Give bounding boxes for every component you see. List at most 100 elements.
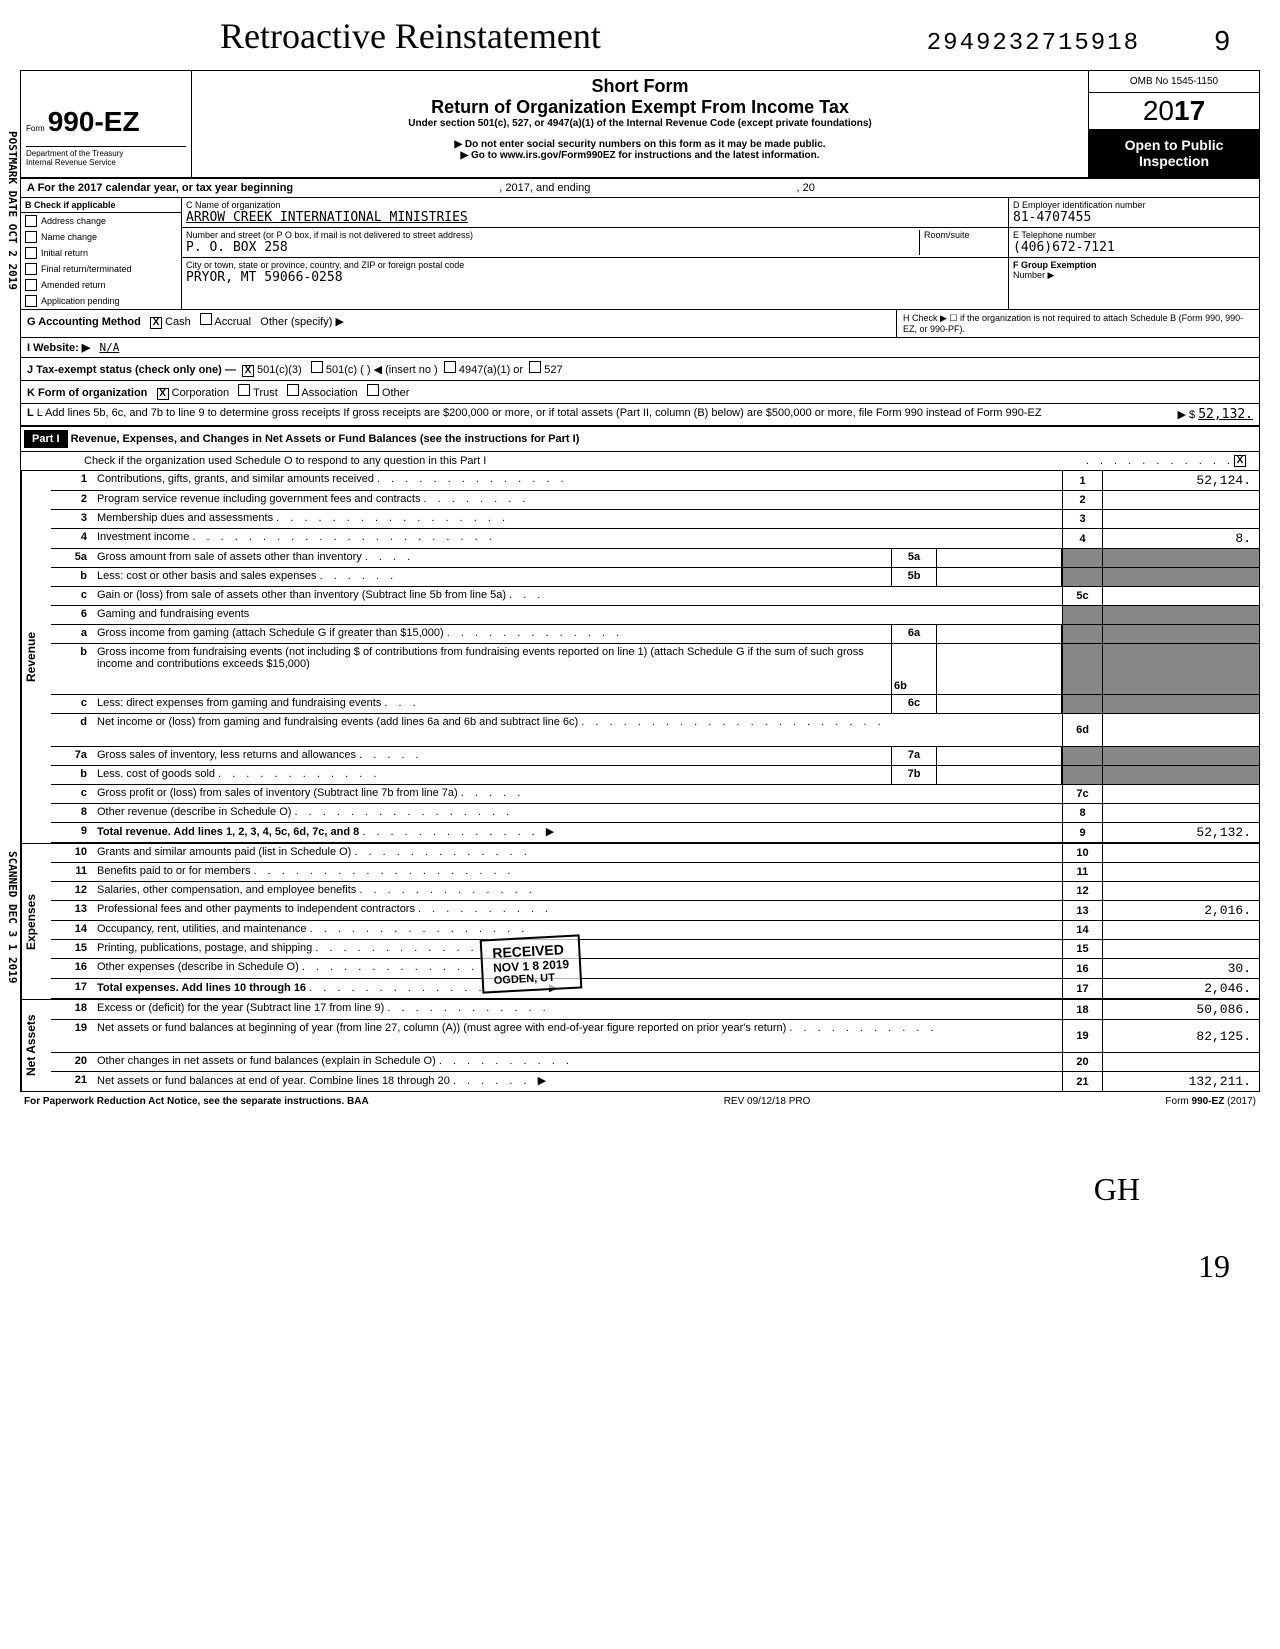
- trust-checkbox[interactable]: [238, 384, 250, 396]
- line6d-val: [1102, 714, 1259, 746]
- line8-desc: Other revenue (describe in Schedule O): [97, 806, 291, 818]
- j-insert: ) ◀ (insert no ): [367, 364, 438, 376]
- line5a-sub: 5a: [891, 549, 937, 567]
- line6d-desc: Net income or (loss) from gaming and fun…: [97, 716, 578, 728]
- line10-val: [1102, 844, 1259, 862]
- corner-digit: 9: [1214, 25, 1230, 57]
- line7a-sub: 7a: [891, 747, 937, 765]
- revenue-side-label: Revenue: [21, 471, 51, 843]
- hw-initials: GH: [1094, 1171, 1140, 1208]
- other-checkbox[interactable]: [367, 384, 379, 396]
- org-name: ARROW CREEK INTERNATIONAL MINISTRIES: [186, 210, 1004, 225]
- schedule-o-checkbox[interactable]: [1234, 455, 1246, 467]
- initial-return-checkbox[interactable]: [25, 247, 37, 259]
- line21-val: 132,211.: [1102, 1072, 1259, 1091]
- line11-val: [1102, 863, 1259, 881]
- dept-treasury: Department of the Treasury: [26, 149, 186, 158]
- amended-return-checkbox[interactable]: [25, 279, 37, 291]
- received-stamp: RECEIVED NOV 1 8 2019 OGDEN, UT: [480, 934, 583, 993]
- line13-val: 2,016.: [1102, 901, 1259, 920]
- ein: 81-4707455: [1013, 210, 1255, 225]
- line11-desc: Benefits paid to or for members: [97, 865, 250, 877]
- netassets-side-label: Net Assets: [21, 1000, 51, 1091]
- line6b-sub: 6b: [891, 644, 937, 694]
- main-title: Return of Organization Exempt From Incom…: [202, 97, 1078, 118]
- address-change-checkbox[interactable]: [25, 215, 37, 227]
- line17-val: 2,046.: [1102, 979, 1259, 998]
- line7c-val: [1102, 785, 1259, 803]
- line20-desc: Other changes in net assets or fund bala…: [97, 1055, 436, 1067]
- cb-address-label: Address change: [41, 216, 106, 226]
- form-page: POSTMARK DATE OCT 2 2019 SCANNED DEC 3 1…: [20, 70, 1260, 1092]
- footer: For Paperwork Reduction Act Notice, see …: [20, 1092, 1260, 1111]
- cb-app-label: Application pending: [41, 296, 120, 306]
- accrual-checkbox[interactable]: [200, 313, 212, 325]
- line6a-sub: 6a: [891, 625, 937, 643]
- open-public-label: Open to Public Inspection: [1089, 129, 1259, 177]
- 4947-checkbox[interactable]: [444, 361, 456, 373]
- instruction-1: ▶ Do not enter social security numbers o…: [202, 139, 1078, 150]
- j-501c3: 501(c)(3): [257, 364, 302, 376]
- scanned-stamp: SCANNED DEC 3 1 2019: [6, 851, 19, 983]
- 501c-checkbox[interactable]: [311, 361, 323, 373]
- line20-val: [1102, 1053, 1259, 1071]
- line3-desc: Membership dues and assessments: [97, 512, 273, 524]
- j-label: J Tax-exempt status (check only one) —: [27, 364, 236, 376]
- short-form-label: Short Form: [202, 76, 1078, 97]
- corp-checkbox[interactable]: [157, 388, 169, 400]
- form-prefix: Form: [26, 124, 45, 133]
- line3-val: [1102, 510, 1259, 528]
- line7a-desc: Gross sales of inventory, less returns a…: [97, 749, 356, 761]
- line5c-val: [1102, 587, 1259, 605]
- line15-desc: Printing, publications, postage, and shi…: [97, 942, 312, 954]
- 527-checkbox[interactable]: [529, 361, 541, 373]
- line7b-desc: Less. cost of goods sold: [97, 768, 215, 780]
- line5b-sub: 5b: [891, 568, 937, 586]
- line9-val: 52,132.: [1102, 823, 1259, 842]
- phone: (406)672-7121: [1013, 240, 1255, 255]
- line15-val: [1102, 940, 1259, 958]
- h-label: H Check ▶ ☐ if the organization is not r…: [896, 310, 1259, 337]
- section-a-text: A For the 2017 calendar year, or tax yea…: [27, 182, 293, 194]
- k-trust: Trust: [253, 387, 278, 399]
- app-pending-checkbox[interactable]: [25, 295, 37, 307]
- cb-initial-label: Initial return: [41, 248, 88, 258]
- line18-desc: Excess or (deficit) for the year (Subtra…: [97, 1002, 384, 1014]
- line4-val: 8.: [1102, 529, 1259, 548]
- cash-checkbox[interactable]: [150, 317, 162, 329]
- k-corp: Corporation: [172, 387, 229, 399]
- line19-val: 82,125.: [1102, 1020, 1259, 1052]
- line19-desc: Net assets or fund balances at beginning…: [97, 1022, 786, 1034]
- line6c-sub: 6c: [891, 695, 937, 713]
- j-4947: 4947(a)(1) or: [459, 364, 523, 376]
- line5b-desc: Less: cost or other basis and sales expe…: [97, 570, 317, 582]
- assoc-checkbox[interactable]: [287, 384, 299, 396]
- g-cash: Cash: [165, 316, 191, 328]
- line7b-sub: 7b: [891, 766, 937, 784]
- part1-check-text: Check if the organization used Schedule …: [24, 455, 1086, 467]
- name-change-checkbox[interactable]: [25, 231, 37, 243]
- dots: . . . . . . . . . . .: [1086, 455, 1234, 467]
- section-a-mid: , 2017, and ending: [499, 182, 590, 194]
- 501c3-checkbox[interactable]: [242, 365, 254, 377]
- handwritten-title: Retroactive Reinstatement: [220, 15, 601, 57]
- city: PRYOR, MT 59066-0258: [186, 270, 1004, 285]
- line8-val: [1102, 804, 1259, 822]
- footer-left: For Paperwork Reduction Act Notice, see …: [24, 1096, 369, 1107]
- section-a-end: , 20: [797, 182, 815, 194]
- b-label: B Check if applicable: [25, 200, 116, 210]
- g-label: G Accounting Method: [27, 316, 141, 328]
- line10-desc: Grants and similar amounts paid (list in…: [97, 846, 351, 858]
- l-label: L Add lines 5b, 6c, and 7b to line 9 to …: [37, 407, 1042, 419]
- e-label: E Telephone number: [1013, 230, 1255, 240]
- line5a-desc: Gross amount from sale of assets other t…: [97, 551, 362, 563]
- postmark-stamp: POSTMARK DATE OCT 2 2019: [6, 131, 19, 290]
- final-return-checkbox[interactable]: [25, 263, 37, 275]
- footer-right: Form 990-EZ (2017): [1165, 1096, 1256, 1107]
- line12-val: [1102, 882, 1259, 900]
- stamp-ogden: OGDEN, UT: [494, 971, 571, 987]
- footer-mid: REV 09/12/18 PRO: [724, 1096, 811, 1107]
- line6a-desc: Gross income from gaming (attach Schedul…: [97, 627, 444, 639]
- f-sub: Number ▶: [1013, 270, 1255, 281]
- line2-val: [1102, 491, 1259, 509]
